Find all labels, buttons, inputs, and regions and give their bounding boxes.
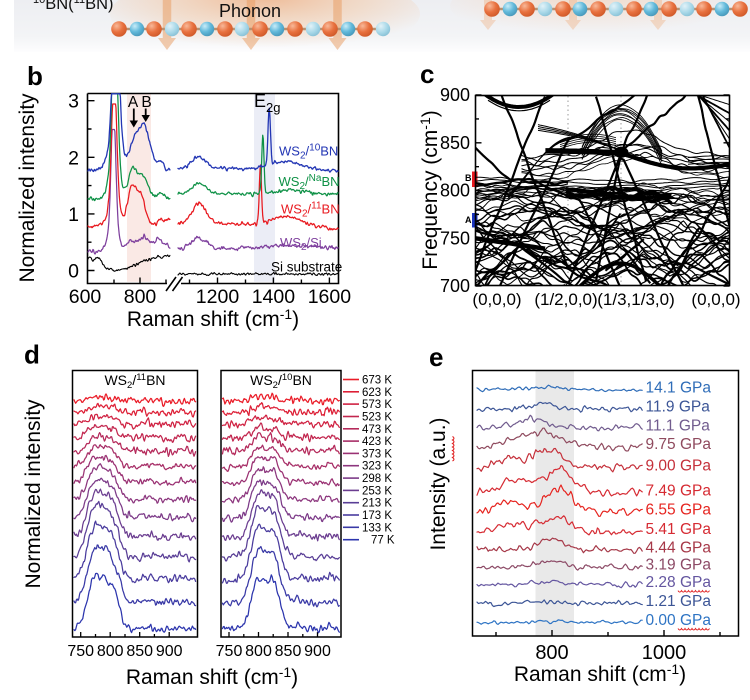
- svg-text:133 K: 133 K: [362, 522, 392, 534]
- svg-text:Normalized intensity: Normalized intensity: [22, 399, 45, 589]
- svg-text:d: d: [24, 340, 40, 370]
- svg-text:B: B: [141, 94, 151, 111]
- svg-text:800: 800: [535, 642, 568, 664]
- svg-text:323 K: 323 K: [362, 461, 392, 473]
- svg-text:11.9 GPa: 11.9 GPa: [646, 399, 711, 416]
- svg-text:6.55 GPa: 6.55 GPa: [646, 501, 712, 518]
- svg-text:850: 850: [275, 643, 302, 660]
- svg-text:750: 750: [440, 228, 470, 248]
- svg-text:1200: 1200: [196, 286, 240, 308]
- svg-text:WS2/10BN: WS2/10BN: [279, 143, 338, 162]
- svg-text:1000: 1000: [642, 642, 687, 664]
- svg-text:3: 3: [68, 91, 79, 113]
- svg-text:800: 800: [440, 181, 470, 201]
- svg-text:WS2/NaBN: WS2/NaBN: [279, 173, 340, 192]
- svg-text:7.49 GPa: 7.49 GPa: [646, 483, 712, 500]
- svg-text:Raman shift (cm-1): Raman shift (cm-1): [126, 664, 298, 689]
- svg-text:14.1 GPa: 14.1 GPa: [646, 379, 712, 396]
- svg-text:623 K: 623 K: [362, 387, 392, 399]
- svg-text:700: 700: [440, 276, 470, 296]
- svg-text:Raman shift (cm-1): Raman shift (cm-1): [127, 306, 299, 331]
- svg-text:750: 750: [216, 643, 243, 660]
- svg-text:Raman shift (cm-1): Raman shift (cm-1): [514, 661, 686, 686]
- svg-text:2: 2: [68, 147, 79, 169]
- svg-text:(0,0,0): (0,0,0): [472, 290, 521, 309]
- svg-text:750: 750: [67, 643, 94, 660]
- svg-text:e: e: [429, 342, 443, 372]
- svg-text:WS2/11BN: WS2/11BN: [104, 372, 165, 391]
- svg-text:0: 0: [68, 261, 79, 283]
- svg-text:423 K: 423 K: [362, 436, 392, 448]
- svg-text:173 K: 173 K: [362, 510, 392, 522]
- svg-text:11.1 GPa: 11.1 GPa: [646, 417, 711, 434]
- svg-text:(1/3,1/3,0): (1/3,1/3,0): [597, 290, 675, 309]
- svg-text:800: 800: [124, 286, 157, 308]
- svg-text:800: 800: [97, 643, 124, 660]
- svg-text:1.21 GPa: 1.21 GPa: [646, 593, 712, 610]
- svg-text:850: 850: [126, 643, 153, 660]
- svg-text:1400: 1400: [252, 286, 296, 308]
- svg-text:Si substrate: Si substrate: [271, 260, 342, 275]
- svg-text:253 K: 253 K: [362, 485, 392, 497]
- svg-text:A: A: [128, 94, 139, 111]
- svg-text:9.00 GPa: 9.00 GPa: [646, 458, 712, 475]
- svg-text:473 K: 473 K: [362, 424, 392, 436]
- svg-text:213 K: 213 K: [362, 498, 392, 510]
- svg-text:900: 900: [304, 643, 331, 660]
- svg-text:373 K: 373 K: [362, 448, 392, 460]
- svg-text:850: 850: [440, 133, 470, 153]
- svg-text:(0,0,0): (0,0,0): [691, 290, 740, 309]
- svg-text:9.75 GPa: 9.75 GPa: [646, 436, 712, 453]
- svg-text:298 K: 298 K: [362, 473, 392, 485]
- svg-text:10BN(11BN): 10BN(11BN): [33, 0, 114, 13]
- svg-text:900: 900: [440, 85, 470, 105]
- svg-text:b: b: [27, 61, 43, 91]
- svg-text:573 K: 573 K: [362, 399, 392, 411]
- svg-text:900: 900: [156, 643, 183, 660]
- svg-text:Normalized intensity: Normalized intensity: [16, 93, 39, 283]
- svg-text:3.19 GPa: 3.19 GPa: [646, 556, 712, 573]
- svg-text:523 K: 523 K: [362, 412, 392, 424]
- svg-text:600: 600: [69, 286, 102, 308]
- svg-text:A: A: [465, 215, 472, 225]
- svg-text:1: 1: [68, 204, 79, 226]
- svg-text:Phonon: Phonon: [219, 1, 281, 21]
- svg-text:77 K: 77 K: [362, 535, 395, 547]
- svg-text:(1/2,0,0): (1/2,0,0): [534, 290, 597, 309]
- svg-text:B: B: [465, 173, 472, 183]
- svg-text:1600: 1600: [308, 286, 352, 308]
- svg-text:4.44 GPa: 4.44 GPa: [646, 539, 712, 556]
- svg-text:WS2/Si: WS2/Si: [280, 235, 322, 253]
- svg-text:c: c: [420, 59, 434, 89]
- svg-text:WS2/10BN: WS2/10BN: [250, 372, 312, 391]
- svg-text:WS2/11BN: WS2/11BN: [281, 201, 340, 220]
- svg-text:Frequency (cm-1): Frequency (cm-1): [417, 110, 442, 270]
- svg-text:5.41 GPa: 5.41 GPa: [646, 521, 712, 538]
- svg-text:0.00 GPa: 0.00 GPa: [646, 612, 712, 629]
- svg-text:800: 800: [245, 643, 272, 660]
- svg-text:Intensity (a.u.): Intensity (a.u.): [427, 417, 450, 550]
- svg-text:673 K: 673 K: [362, 375, 392, 387]
- svg-text:2.28 GPa: 2.28 GPa: [646, 574, 712, 591]
